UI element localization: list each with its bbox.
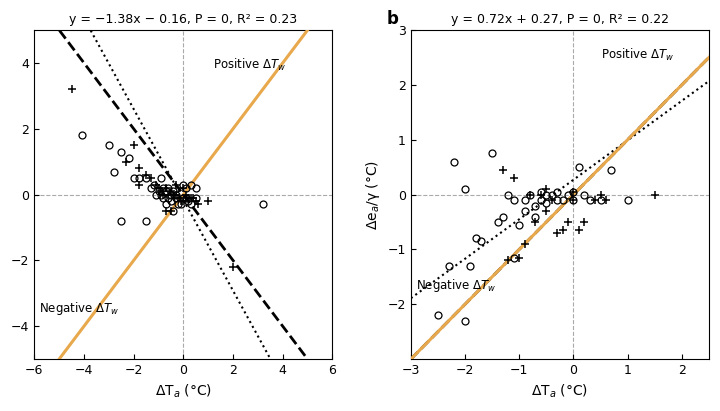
Title: y = −1.38x − 0.16, P = 0, R² = 0.23: y = −1.38x − 0.16, P = 0, R² = 0.23 — [69, 13, 297, 26]
Text: Positive $\Delta T_w$: Positive $\Delta T_w$ — [600, 46, 674, 62]
Y-axis label: Δe$_a$/γ (°C): Δe$_a$/γ (°C) — [364, 159, 382, 230]
Text: Positive $\Delta T_w$: Positive $\Delta T_w$ — [213, 56, 287, 72]
Text: Negative $\Delta T_w$: Negative $\Delta T_w$ — [416, 277, 497, 294]
Text: b: b — [387, 10, 399, 28]
X-axis label: ΔT$_a$ (°C): ΔT$_a$ (°C) — [531, 383, 588, 400]
Text: Negative $\Delta T_w$: Negative $\Delta T_w$ — [40, 300, 120, 317]
Title: y = 0.72x + 0.27, P = 0, R² = 0.22: y = 0.72x + 0.27, P = 0, R² = 0.22 — [451, 13, 669, 26]
X-axis label: ΔT$_a$ (°C): ΔT$_a$ (°C) — [155, 383, 212, 400]
